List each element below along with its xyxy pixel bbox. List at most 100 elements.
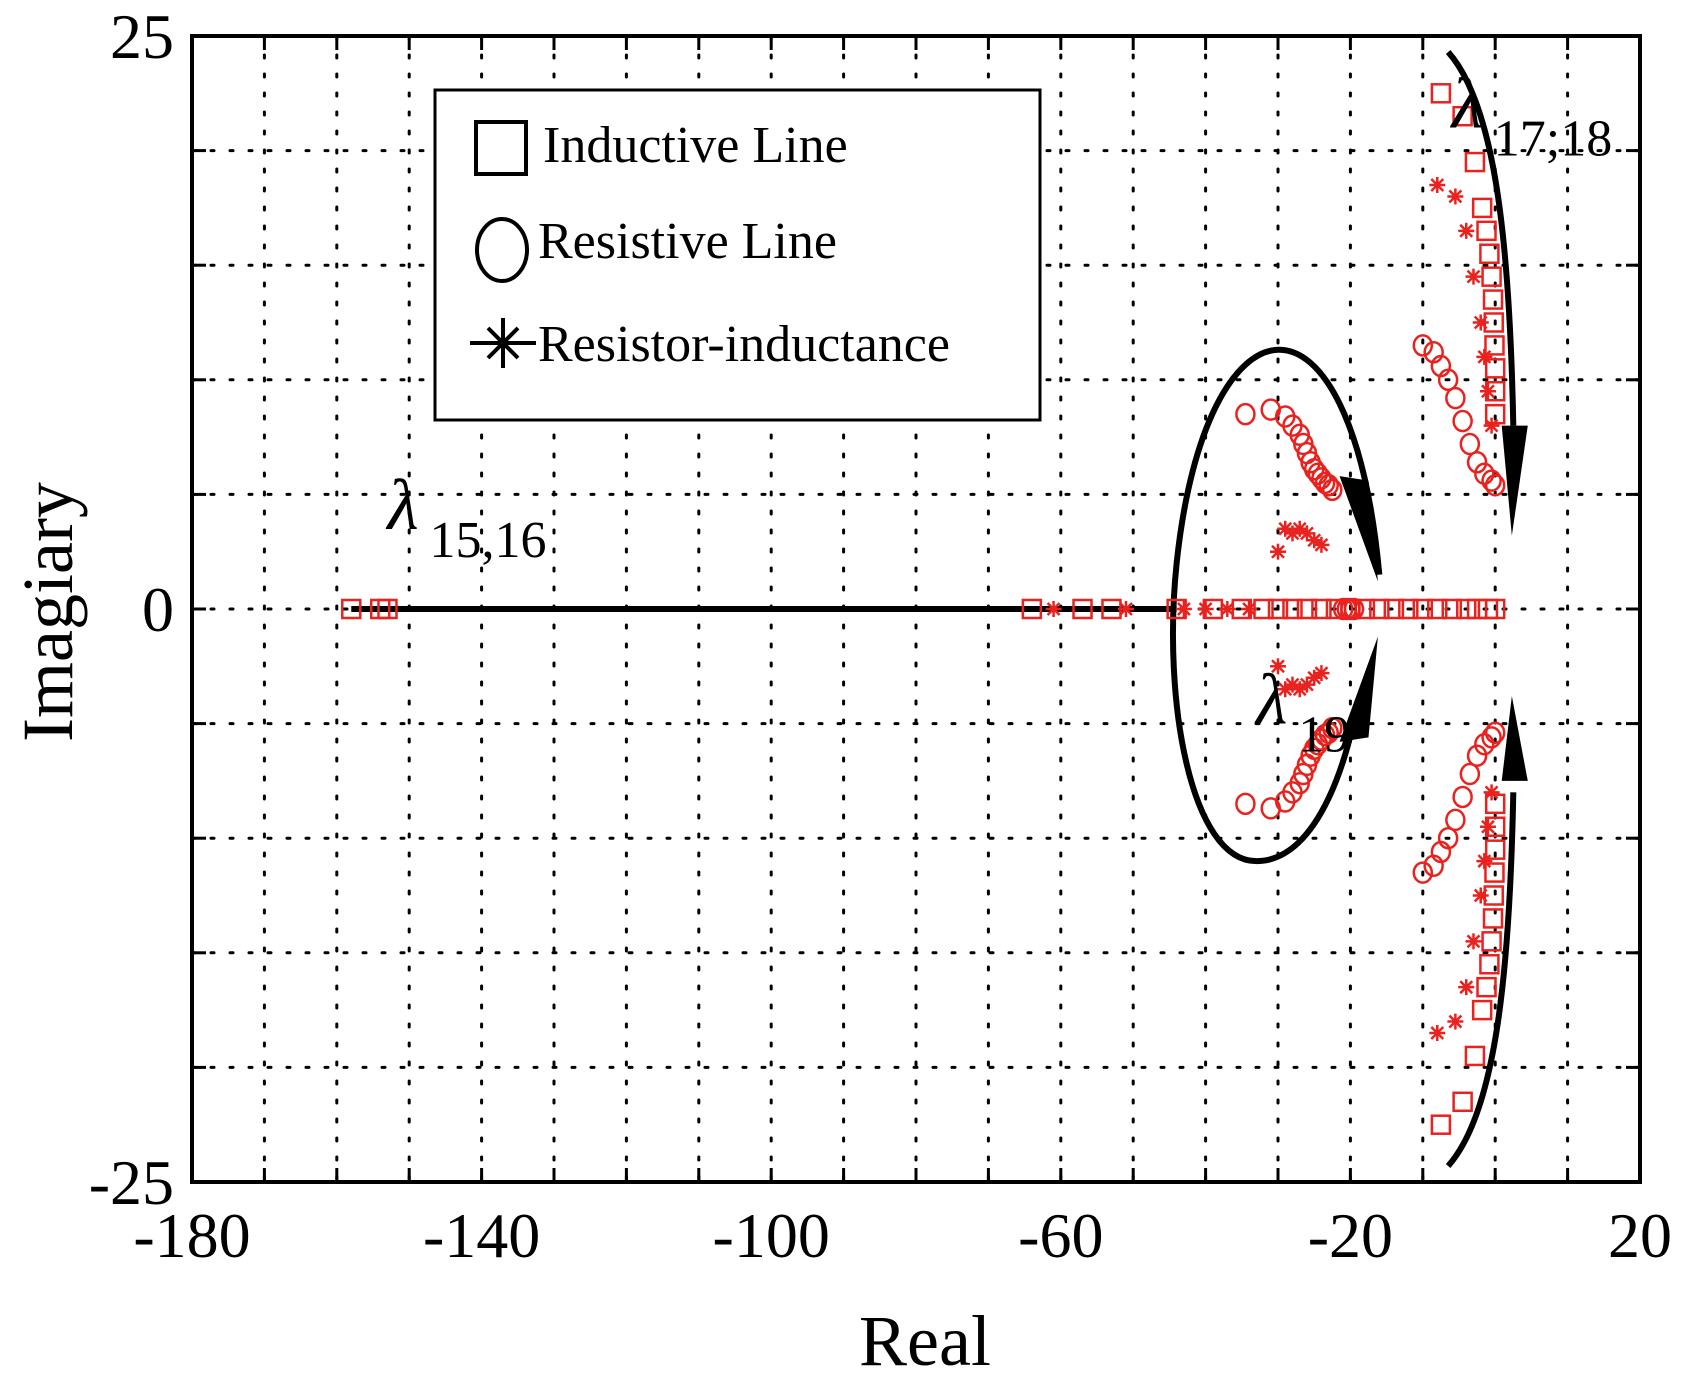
point-resistive — [1452, 785, 1473, 809]
point-resistive — [1412, 334, 1434, 357]
x-tick-label: -140 — [423, 1200, 540, 1271]
point-resistive — [1474, 462, 1495, 486]
point-resistor-inductance — [1458, 222, 1475, 239]
point-resistive — [1318, 473, 1339, 497]
point-resistor-inductance — [1270, 543, 1286, 560]
point-inductive — [341, 598, 362, 620]
point-inductive — [1481, 266, 1502, 287]
point-resistor-inductance — [1197, 601, 1214, 617]
point-resistor-inductance — [1472, 887, 1489, 904]
point-inductive — [1484, 335, 1505, 356]
point-inductive — [1464, 1045, 1486, 1067]
point-resistor-inductance — [1117, 601, 1134, 617]
lambda-17-18-arrowhead-bottom — [1501, 696, 1528, 781]
point-inductive — [1482, 908, 1504, 929]
point-resistive — [1343, 597, 1365, 621]
legend-marker-circle — [475, 217, 529, 283]
lambda-19-arrowhead-bottom — [1339, 636, 1378, 742]
x-tick-label: 20 — [1608, 1200, 1672, 1271]
annotation-arrows — [351, 50, 1528, 1168]
point-inductive — [1383, 598, 1405, 620]
point-inductive — [1430, 1114, 1452, 1135]
point-resistive — [1452, 409, 1473, 433]
point-resistor-inductance — [1429, 176, 1446, 193]
point-resistive — [1484, 721, 1506, 745]
lambda-17-18-arrowhead-top — [1501, 425, 1528, 536]
eigenvalue-label: λ — [1254, 660, 1287, 740]
x-axis-label: Real — [859, 1301, 991, 1381]
x-tick-label: -60 — [1018, 1200, 1103, 1271]
point-inductive — [1452, 1091, 1473, 1113]
point-inductive — [1021, 598, 1043, 620]
point-inductive — [1476, 220, 1497, 242]
point-resistive — [1311, 467, 1332, 490]
point-inductive — [1484, 358, 1506, 379]
point-inductive — [1479, 954, 1500, 975]
point-resistor-inductance — [1465, 933, 1482, 950]
point-resistive — [1481, 469, 1502, 492]
point-resistor-inductance — [1447, 1013, 1464, 1030]
point-inductive — [1471, 999, 1493, 1021]
point-resistive — [1484, 473, 1506, 497]
legend-box — [433, 88, 1042, 422]
x-tick-label: -180 — [133, 1200, 250, 1271]
point-resistive — [1445, 386, 1466, 410]
point-inductive — [1484, 839, 1506, 860]
lambda-19-arc — [1170, 346, 1383, 865]
point-resistive — [1314, 723, 1336, 747]
point-resistor-inductance — [1219, 601, 1236, 617]
point-resistive — [1235, 792, 1256, 816]
eigenvalue-subscript: 17;18 — [1494, 111, 1612, 168]
point-resistive — [1314, 471, 1336, 495]
point-inductive — [1427, 598, 1448, 620]
point-resistive — [1322, 478, 1343, 502]
data-points — [341, 83, 1506, 1135]
point-resistive — [1466, 744, 1488, 767]
point-inductive — [1296, 598, 1318, 620]
eigenvalue-labels: λ 15,16λ 17;18λ 19 — [385, 64, 1612, 764]
point-inductive — [1471, 197, 1493, 219]
point-resistor-inductance — [1313, 536, 1330, 553]
eigenvalue-label: λ — [1450, 64, 1483, 144]
point-resistor-inductance — [1472, 314, 1489, 331]
y-axis-ticks: -25 0 25 — [89, 1, 1640, 1218]
point-resistive — [1437, 368, 1459, 392]
point-inductive — [1455, 598, 1477, 620]
point-inductive — [1398, 598, 1419, 620]
lambda-17-18-arc-bottom — [1445, 792, 1517, 1168]
point-resistor-inductance — [1313, 665, 1330, 682]
point-resistive — [1466, 451, 1488, 474]
point-resistive — [1459, 762, 1481, 786]
point-resistor-inductance — [1479, 818, 1496, 835]
legend: Inductive Line Resistive Line Resistor-i… — [433, 88, 1042, 422]
x-tick-label: -100 — [713, 1200, 830, 1271]
point-inductive — [1282, 598, 1303, 620]
point-inductive — [1476, 976, 1497, 998]
legend-marker-square — [474, 120, 528, 176]
x-tick-label: -20 — [1308, 1200, 1393, 1271]
point-resistive — [1311, 728, 1332, 751]
legend-marker-star — [470, 318, 536, 368]
y-tick-label: 25 — [110, 1, 174, 72]
point-inductive — [1479, 243, 1500, 264]
point-inductive — [1452, 105, 1473, 127]
point-resistor-inductance — [1045, 601, 1062, 617]
point-inductive — [1412, 598, 1434, 620]
point-resistive — [1481, 726, 1502, 749]
point-resistor-inductance — [1447, 188, 1464, 205]
point-resistor-inductance — [1476, 853, 1493, 870]
y-tick-label: -25 — [89, 1147, 174, 1218]
point-inductive — [1481, 931, 1502, 952]
point-resistive — [1459, 432, 1481, 456]
point-resistor-inductance — [1270, 658, 1286, 675]
point-inductive — [1484, 598, 1506, 620]
legend-label-inductive: Inductive Line — [543, 117, 848, 174]
eigenvalue-subscript: 15,16 — [429, 512, 546, 569]
point-resistive — [1322, 716, 1343, 740]
point-resistor-inductance — [1175, 601, 1192, 617]
legend-label-resistive: Resistive Line — [538, 213, 837, 270]
point-inductive — [1430, 83, 1452, 104]
y-axis-label: Imagiary — [8, 482, 88, 742]
point-resistor-inductance — [1483, 417, 1500, 434]
